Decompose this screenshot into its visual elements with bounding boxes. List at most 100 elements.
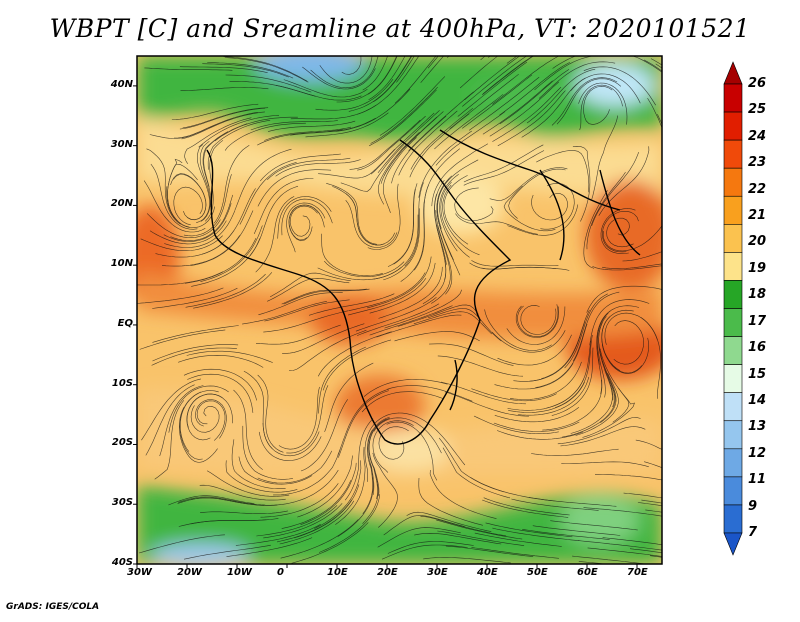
streamline xyxy=(332,186,385,246)
streamline xyxy=(540,182,575,230)
streamline xyxy=(183,174,232,237)
streamline xyxy=(598,146,650,216)
streamline xyxy=(463,150,545,186)
lon-label: 30E xyxy=(427,567,448,578)
streamline xyxy=(601,316,643,374)
streamline xyxy=(202,131,229,207)
streamline xyxy=(190,497,278,506)
streamline xyxy=(641,499,662,504)
streamline xyxy=(560,426,646,447)
streamline xyxy=(437,159,479,229)
streamline xyxy=(418,477,483,526)
streamline xyxy=(291,522,369,564)
streamline xyxy=(494,406,580,423)
lon-label: 20E xyxy=(377,567,398,578)
streamline xyxy=(622,251,662,262)
streamline xyxy=(183,368,257,401)
streamline xyxy=(391,115,447,184)
streamline xyxy=(163,203,232,242)
streamline xyxy=(506,306,566,345)
streamline xyxy=(526,68,596,124)
streamline xyxy=(196,144,210,223)
streamline xyxy=(493,421,580,432)
streamline xyxy=(152,287,238,309)
streamline xyxy=(370,112,435,175)
streamline xyxy=(481,266,570,271)
streamline xyxy=(438,437,505,493)
coastlines xyxy=(206,129,641,445)
streamline xyxy=(420,56,444,83)
streamline xyxy=(367,256,432,309)
streamline xyxy=(572,145,591,222)
streamline xyxy=(583,85,613,125)
streamline xyxy=(280,519,359,559)
streamline xyxy=(499,62,570,116)
streamline xyxy=(168,495,255,506)
streamline xyxy=(268,120,356,132)
streamline xyxy=(655,63,662,69)
streamline xyxy=(422,226,447,305)
streamline xyxy=(214,116,298,142)
streamline xyxy=(373,56,413,103)
streamline xyxy=(281,480,352,529)
streamline xyxy=(225,74,312,93)
streamline xyxy=(314,460,362,529)
streamline xyxy=(517,304,559,338)
streamline xyxy=(186,350,273,363)
streamline xyxy=(427,308,502,342)
streamline xyxy=(439,173,459,252)
streamline xyxy=(542,379,603,431)
colorbar-label: 12 xyxy=(748,445,767,461)
lat-label: 40N xyxy=(110,78,133,90)
colorbar-swatch xyxy=(723,336,743,365)
streamline xyxy=(521,77,586,138)
streamline xyxy=(377,527,461,548)
streamline xyxy=(598,322,615,408)
colorbar-label: 19 xyxy=(748,260,767,276)
streamline xyxy=(482,56,534,96)
streamline xyxy=(356,56,420,115)
streamline xyxy=(257,129,344,146)
streamline xyxy=(259,153,341,182)
streamline xyxy=(319,56,373,84)
streamline xyxy=(318,346,367,414)
streamline xyxy=(224,57,309,83)
streamline xyxy=(492,86,562,142)
streamline xyxy=(146,148,181,225)
colorbar-swatch xyxy=(723,224,743,253)
streamline xyxy=(431,143,489,207)
streamline xyxy=(164,210,236,248)
streamline xyxy=(151,347,237,366)
streamline xyxy=(337,462,374,537)
streamline xyxy=(258,431,322,461)
streamline xyxy=(647,97,662,129)
streamline xyxy=(138,534,225,554)
streamline xyxy=(322,339,392,391)
streamline xyxy=(556,78,622,125)
streamline xyxy=(397,304,479,327)
streamline xyxy=(368,56,406,101)
colorbar-label: 9 xyxy=(748,498,758,514)
streamline xyxy=(318,148,395,179)
streamline xyxy=(372,452,398,528)
streamline xyxy=(434,94,504,150)
streamline xyxy=(499,69,570,125)
streamline xyxy=(257,169,332,207)
streamline xyxy=(181,111,265,140)
streamline xyxy=(370,86,438,144)
streamline xyxy=(286,202,326,253)
streamline xyxy=(257,450,333,484)
streamline xyxy=(260,483,339,518)
streamline xyxy=(361,391,444,413)
streamline xyxy=(578,82,628,125)
streamline xyxy=(554,334,593,409)
streamline xyxy=(387,385,473,402)
streamline xyxy=(140,235,223,251)
streamline xyxy=(344,418,374,501)
streamline xyxy=(226,537,313,557)
streamline xyxy=(277,196,332,239)
streamline xyxy=(507,204,579,236)
streamline xyxy=(238,456,313,485)
streamline xyxy=(491,330,566,353)
